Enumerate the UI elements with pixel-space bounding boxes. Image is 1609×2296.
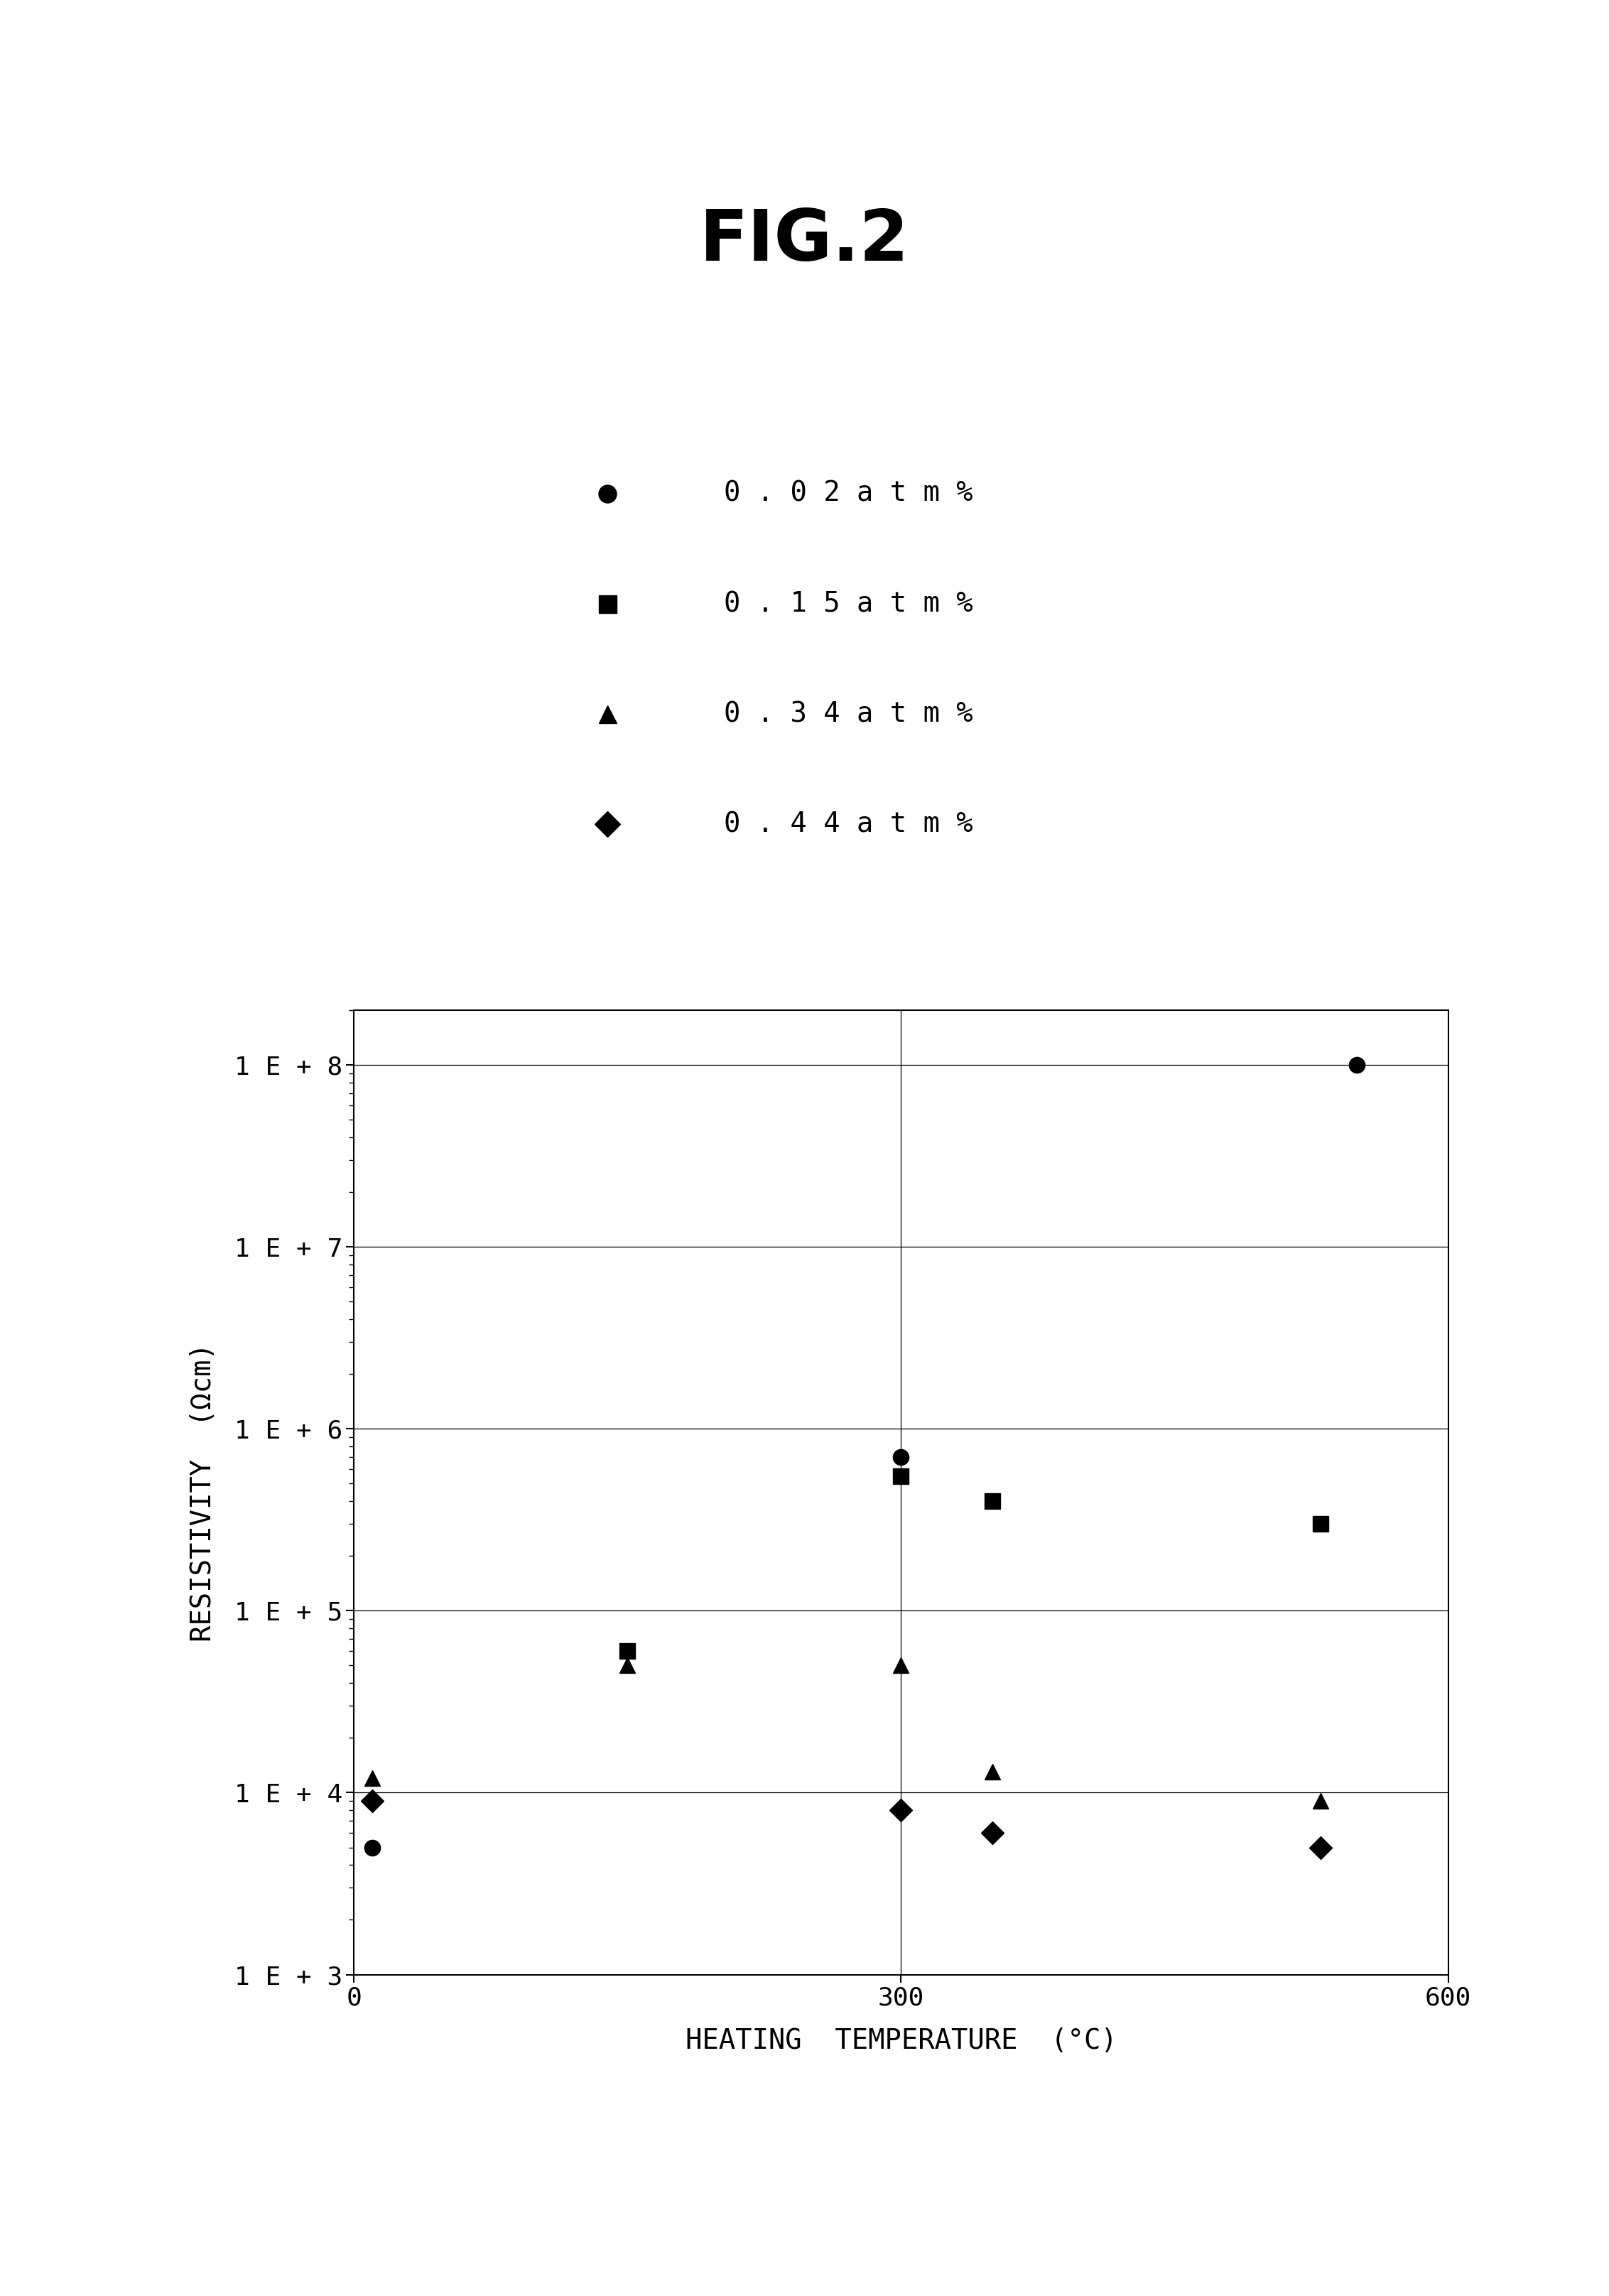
Line: 0.02atm%: 0.02atm% [364, 1056, 1364, 1855]
0.44atm% [891, 1795, 911, 1823]
X-axis label: HEATING  TEMPERATURE  (°C): HEATING TEMPERATURE (°C) [685, 2027, 1117, 2055]
Text: 0 . 4 4 a t m %: 0 . 4 4 a t m % [724, 810, 973, 838]
Text: 0 . 3 4 a t m %: 0 . 3 4 a t m % [724, 700, 973, 728]
Line: 0.34atm%: 0.34atm% [364, 1658, 1329, 1809]
Text: 0 . 1 5 a t m %: 0 . 1 5 a t m % [724, 590, 973, 618]
0.44atm% [1311, 1835, 1331, 1862]
0.02atm% [362, 1835, 381, 1862]
0.34atm% [983, 1759, 1002, 1786]
0.34atm% [362, 1763, 381, 1791]
Y-axis label: RESISTIVITY  (Ωcm): RESISTIVITY (Ωcm) [190, 1343, 217, 1642]
0.34atm% [1311, 1786, 1331, 1814]
0.15atm% [618, 1637, 637, 1665]
0.15atm% [1311, 1511, 1331, 1538]
0.34atm% [618, 1651, 637, 1678]
0.02atm% [891, 1444, 911, 1472]
Text: FIG.2: FIG.2 [700, 207, 909, 276]
0.34atm% [891, 1651, 911, 1678]
Line: 0.44atm%: 0.44atm% [364, 1793, 1329, 1855]
0.15atm% [891, 1463, 911, 1490]
0.15atm% [983, 1488, 1002, 1515]
Line: 0.15atm%: 0.15atm% [619, 1467, 1329, 1660]
0.02atm% [1347, 1052, 1366, 1079]
0.44atm% [983, 1818, 1002, 1846]
Text: 0 . 0 2 a t m %: 0 . 0 2 a t m % [724, 480, 973, 507]
0.44atm% [362, 1786, 381, 1814]
